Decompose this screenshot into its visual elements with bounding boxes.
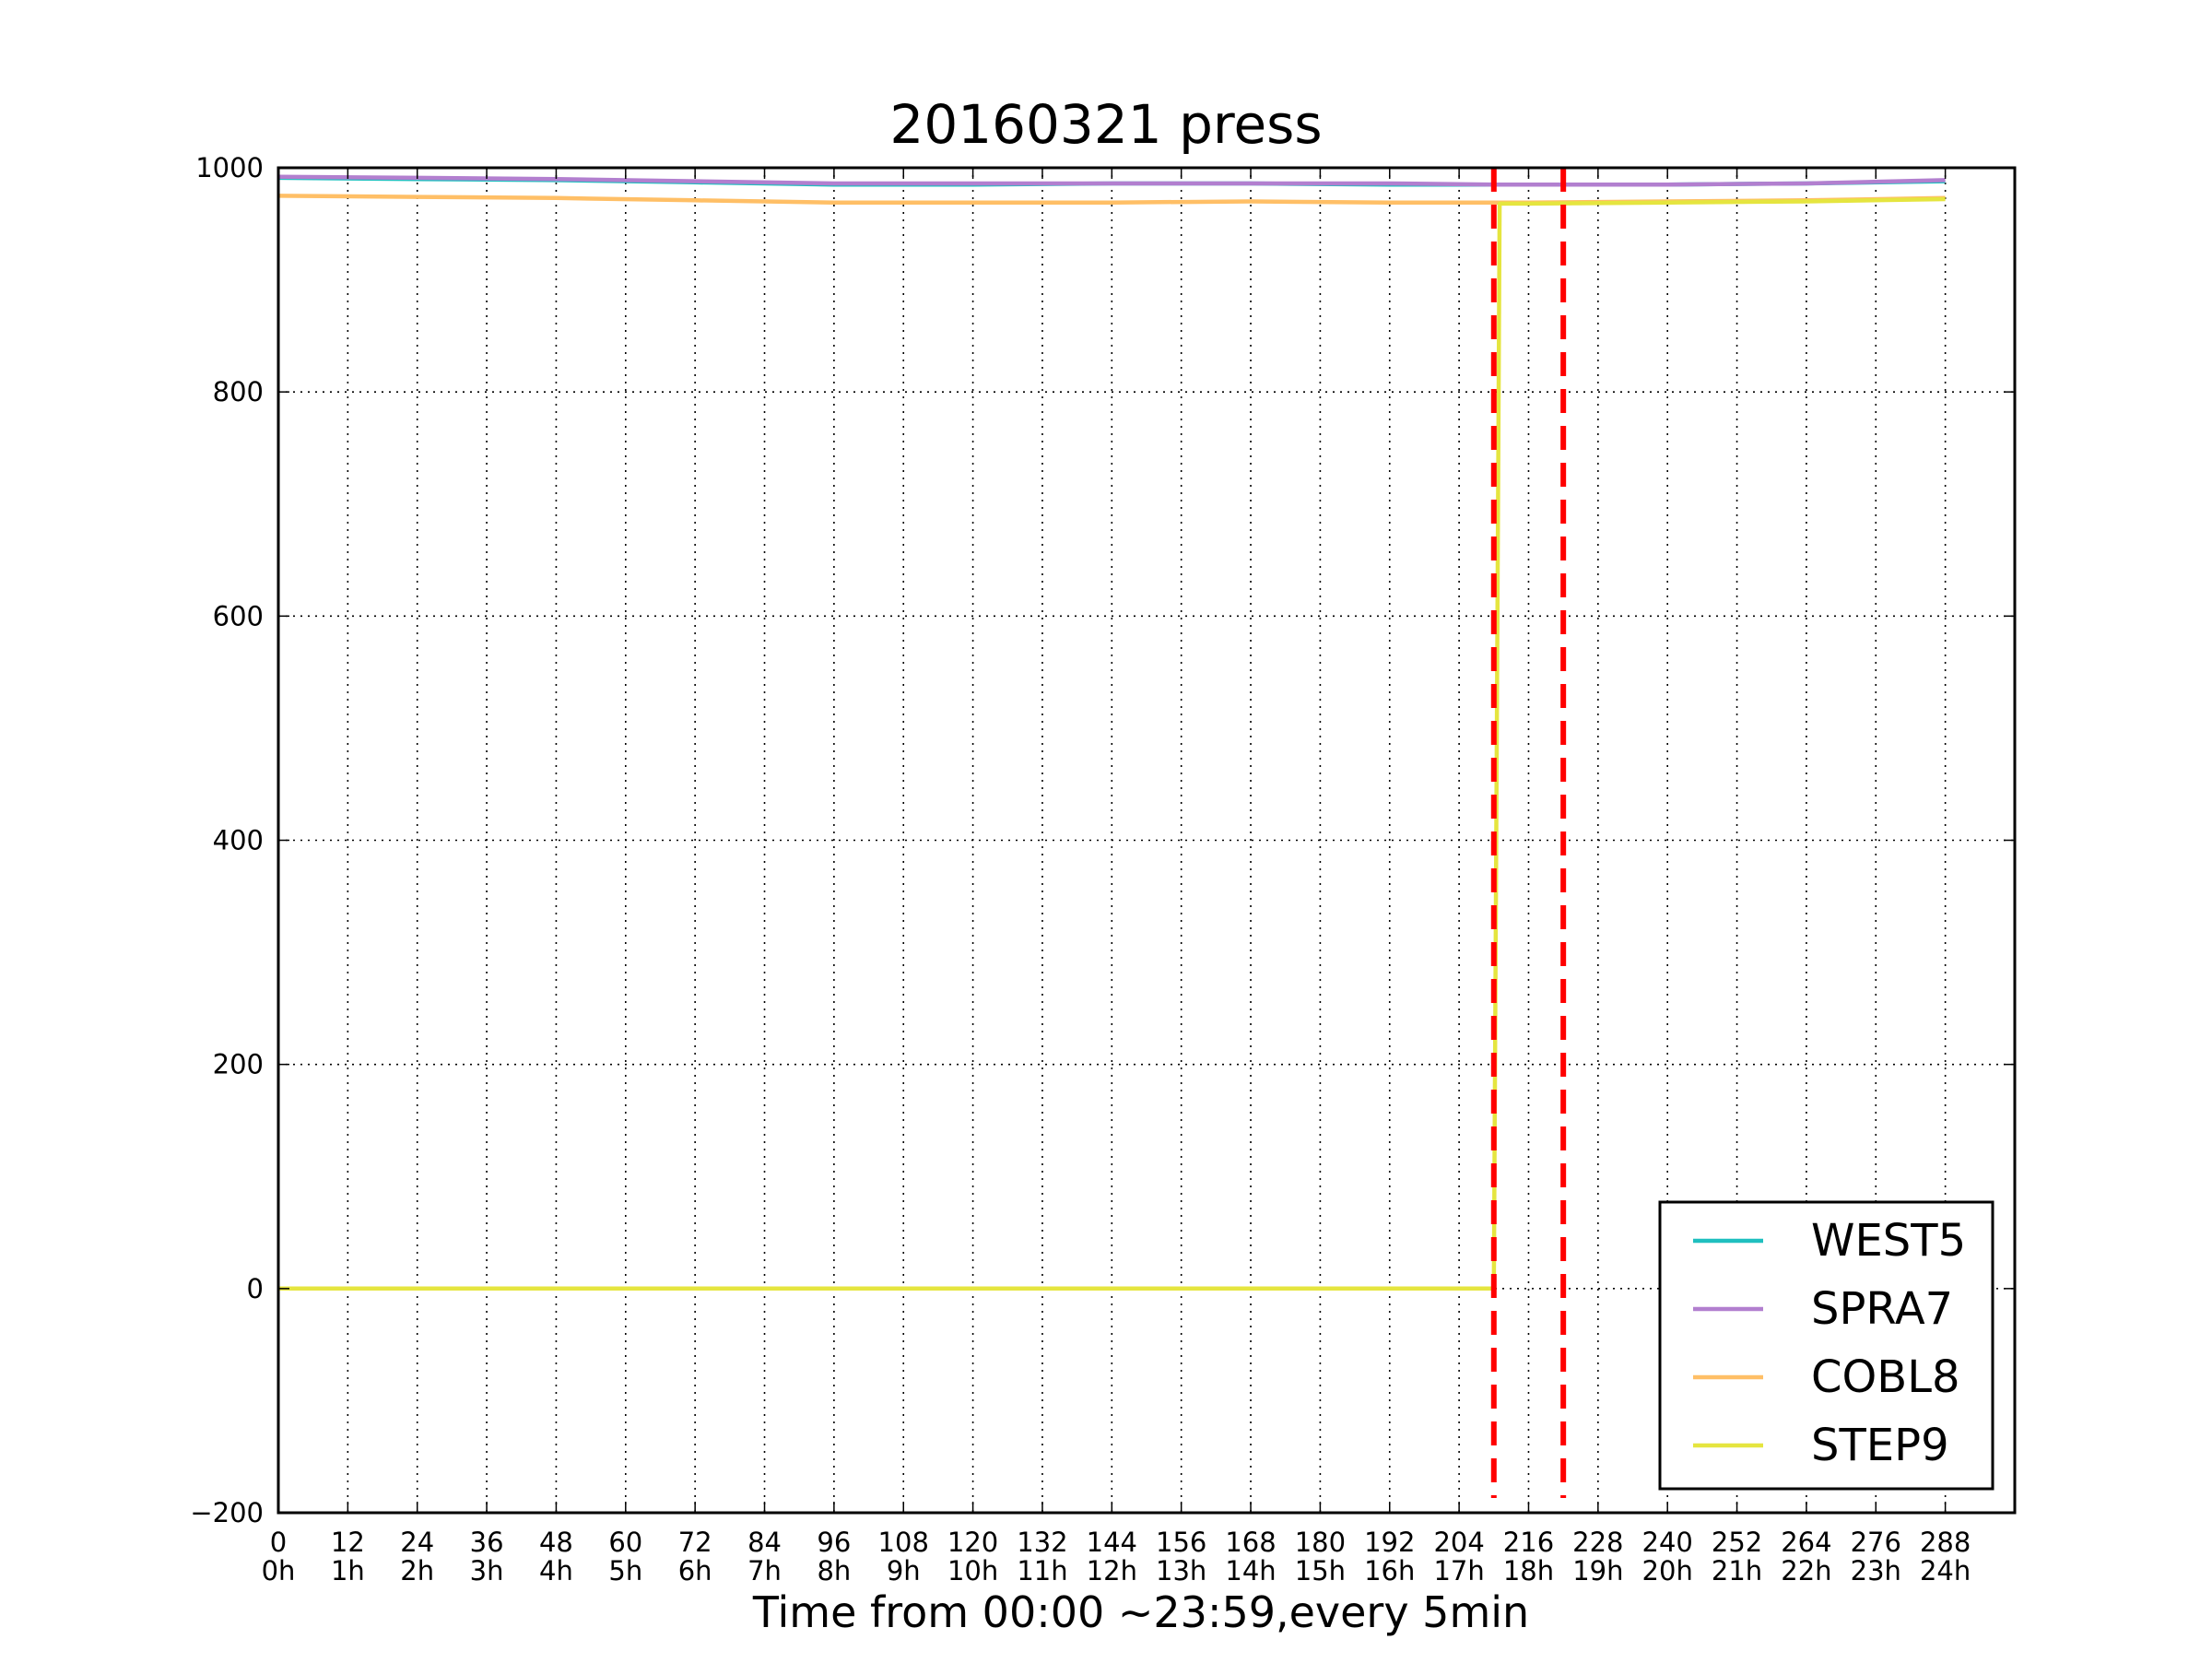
x-tick-sublabel: 24h bbox=[1920, 1555, 1971, 1586]
x-tick-label: 108 bbox=[878, 1527, 929, 1558]
x-tick-sublabel: 8h bbox=[817, 1555, 851, 1586]
x-tick-label: 156 bbox=[1156, 1527, 1206, 1558]
y-tick-label: 400 bbox=[213, 825, 264, 856]
x-tick-label: 36 bbox=[470, 1527, 504, 1558]
x-tick-label: 132 bbox=[1017, 1527, 1067, 1558]
x-tick-sublabel: 4h bbox=[539, 1555, 573, 1586]
x-tick-label: 60 bbox=[608, 1527, 642, 1558]
x-tick-sublabel: 13h bbox=[1156, 1555, 1206, 1586]
x-tick-label: 84 bbox=[747, 1527, 782, 1558]
x-tick-label: 240 bbox=[1642, 1527, 1693, 1558]
legend-label: STEP9 bbox=[1811, 1420, 1949, 1471]
x-tick-sublabel: 15h bbox=[1295, 1555, 1346, 1586]
legend-box bbox=[1658, 1200, 1994, 1491]
y-tick-label: 1000 bbox=[195, 152, 264, 183]
y-tick-label: 200 bbox=[213, 1049, 264, 1080]
x-tick-sublabel: 23h bbox=[1851, 1555, 1901, 1586]
x-tick-sublabel: 0h bbox=[262, 1555, 296, 1586]
x-tick-label: 120 bbox=[947, 1527, 998, 1558]
x-tick-label: 144 bbox=[1087, 1527, 1137, 1558]
x-tick-sublabel: 2h bbox=[400, 1555, 434, 1586]
x-tick-label: 204 bbox=[1433, 1527, 1484, 1558]
chart-title: 20160321 press bbox=[889, 93, 1322, 156]
x-tick-label: 192 bbox=[1364, 1527, 1415, 1558]
x-tick-sublabel: 7h bbox=[747, 1555, 782, 1586]
x-tick-label: 48 bbox=[539, 1527, 573, 1558]
legend: WEST5 SPRA7 COBL8 STEP9 bbox=[1658, 1200, 1994, 1491]
x-tick-sublabel: 6h bbox=[678, 1555, 712, 1586]
x-axis-label: Time from 00:00 ~23:59,every 5min bbox=[752, 1587, 1529, 1637]
x-tick-label: 228 bbox=[1572, 1527, 1623, 1558]
series-lines bbox=[277, 174, 1946, 1291]
x-tick-label: 180 bbox=[1295, 1527, 1346, 1558]
x-tick-sublabel: 3h bbox=[470, 1555, 504, 1586]
series-line-spra7 bbox=[277, 174, 1946, 187]
x-tick-sublabel: 22h bbox=[1781, 1555, 1831, 1586]
x-tick-label: 276 bbox=[1851, 1527, 1901, 1558]
x-tick-label: 168 bbox=[1225, 1527, 1276, 1558]
x-tick-sublabel: 11h bbox=[1017, 1555, 1067, 1586]
series-line-step9 bbox=[278, 196, 1946, 1291]
x-tick-sublabel: 20h bbox=[1642, 1555, 1693, 1586]
x-tick-sublabel: 1h bbox=[331, 1555, 365, 1586]
y-tick-label: 600 bbox=[213, 600, 264, 631]
x-tick-sublabel: 9h bbox=[887, 1555, 921, 1586]
x-tick-label: 0 bbox=[270, 1527, 287, 1558]
y-tick-label: 0 bbox=[247, 1273, 264, 1304]
x-tick-sublabel: 21h bbox=[1712, 1555, 1762, 1586]
legend-label: SPRA7 bbox=[1811, 1283, 1953, 1335]
x-tick-sublabel: 12h bbox=[1087, 1555, 1137, 1586]
x-tick-sublabel: 16h bbox=[1364, 1555, 1415, 1586]
x-tick-label: 252 bbox=[1712, 1527, 1762, 1558]
x-tick-label: 216 bbox=[1503, 1527, 1554, 1558]
x-tick-label: 96 bbox=[817, 1527, 851, 1558]
x-tick-sublabel: 17h bbox=[1433, 1555, 1484, 1586]
x-tick-label: 264 bbox=[1781, 1527, 1831, 1558]
x-tick-sublabel: 18h bbox=[1503, 1555, 1554, 1586]
y-tick-label: −200 bbox=[190, 1497, 264, 1528]
vertical-markers bbox=[1490, 168, 1567, 1498]
x-tick-label: 72 bbox=[678, 1527, 712, 1558]
x-tick-label: 288 bbox=[1920, 1527, 1971, 1558]
legend-label: WEST5 bbox=[1811, 1215, 1966, 1267]
axis-ticks: 00h121h242h363h484h605h726h847h968h1089h… bbox=[190, 152, 2015, 1586]
x-tick-sublabel: 5h bbox=[608, 1555, 642, 1586]
x-tick-label: 12 bbox=[331, 1527, 365, 1558]
y-tick-label: 800 bbox=[213, 376, 264, 407]
x-tick-sublabel: 14h bbox=[1225, 1555, 1276, 1586]
x-tick-sublabel: 19h bbox=[1572, 1555, 1623, 1586]
x-tick-label: 24 bbox=[400, 1527, 434, 1558]
x-tick-sublabel: 10h bbox=[947, 1555, 998, 1586]
legend-label: COBL8 bbox=[1811, 1351, 1960, 1403]
